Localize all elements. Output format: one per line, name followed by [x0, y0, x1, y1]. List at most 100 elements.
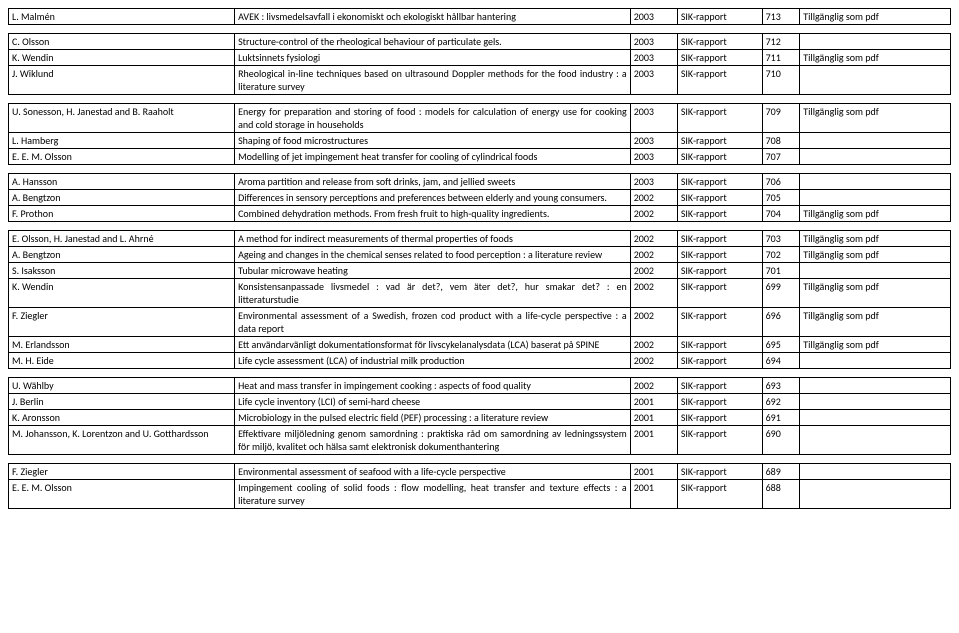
author-cell: F. Prothon	[9, 206, 235, 222]
year-cell: 2001	[630, 464, 677, 480]
year-cell: 2002	[630, 308, 677, 337]
spacer-row	[9, 369, 951, 378]
author-cell: E. E. M. Olsson	[9, 149, 235, 165]
title-cell: Effektivare miljöledning genom samordnin…	[235, 426, 631, 455]
table-row: U. WählbyHeat and mass transfer in impin…	[9, 378, 951, 394]
title-cell: Tubular microwave heating	[235, 263, 631, 279]
table-row: A. BengtzonAgeing and changes in the che…	[9, 247, 951, 263]
spacer-row	[9, 455, 951, 464]
year-cell: 2003	[630, 174, 677, 190]
title-cell: Life cycle assessment (LCA) of industria…	[235, 353, 631, 369]
year-cell: 2003	[630, 66, 677, 95]
num-cell: 712	[762, 34, 800, 50]
year-cell: 2002	[630, 190, 677, 206]
title-cell: Microbiology in the pulsed electric fiel…	[235, 410, 631, 426]
author-cell: A. Hansson	[9, 174, 235, 190]
title-cell: Rheological in-line techniques based on …	[235, 66, 631, 95]
table-row: L. MalménAVEK : livsmedelsavfall i ekono…	[9, 9, 951, 25]
title-cell: Heat and mass transfer in impingement co…	[235, 378, 631, 394]
series-cell: SIK-rapport	[677, 480, 762, 509]
avail-cell: Tillgänglig som pdf	[800, 279, 951, 308]
series-cell: SIK-rapport	[677, 206, 762, 222]
avail-cell: Tillgänglig som pdf	[800, 104, 951, 133]
series-cell: SIK-rapport	[677, 133, 762, 149]
series-cell: SIK-rapport	[677, 353, 762, 369]
table-row: L. HambergShaping of food microstructure…	[9, 133, 951, 149]
year-cell: 2002	[630, 206, 677, 222]
table-row: E. E. M. OlssonImpingement cooling of so…	[9, 480, 951, 509]
title-cell: Shaping of food microstructures	[235, 133, 631, 149]
year-cell: 2002	[630, 353, 677, 369]
title-cell: Environmental assessment of a Swedish, f…	[235, 308, 631, 337]
table-row: K. AronssonMicrobiology in the pulsed el…	[9, 410, 951, 426]
avail-cell	[800, 34, 951, 50]
year-cell: 2002	[630, 231, 677, 247]
num-cell: 689	[762, 464, 800, 480]
avail-cell	[800, 378, 951, 394]
avail-cell	[800, 353, 951, 369]
series-cell: SIK-rapport	[677, 464, 762, 480]
title-cell: AVEK : livsmedelsavfall i ekonomiskt och…	[235, 9, 631, 25]
author-cell: J. Berlin	[9, 394, 235, 410]
title-cell: Environmental assessment of seafood with…	[235, 464, 631, 480]
author-cell: K. Wendin	[9, 279, 235, 308]
avail-cell	[800, 480, 951, 509]
table-row: J. BerlinLife cycle inventory (LCI) of s…	[9, 394, 951, 410]
num-cell: 688	[762, 480, 800, 509]
avail-cell	[800, 263, 951, 279]
title-cell: Aroma partition and release from soft dr…	[235, 174, 631, 190]
title-cell: Structure-control of the rheological beh…	[235, 34, 631, 50]
table-row: E. E. M. OlssonModelling of jet impingem…	[9, 149, 951, 165]
avail-cell: Tillgänglig som pdf	[800, 247, 951, 263]
title-cell: Energy for preparation and storing of fo…	[235, 104, 631, 133]
author-cell: F. Ziegler	[9, 464, 235, 480]
avail-cell	[800, 426, 951, 455]
year-cell: 2003	[630, 104, 677, 133]
spacer-row	[9, 165, 951, 174]
table-row: A. BengtzonDifferences in sensory percep…	[9, 190, 951, 206]
avail-cell: Tillgänglig som pdf	[800, 9, 951, 25]
table-row: M. ErlandssonEtt användarvänligt dokumen…	[9, 337, 951, 353]
series-cell: SIK-rapport	[677, 231, 762, 247]
author-cell: L. Hamberg	[9, 133, 235, 149]
year-cell: 2003	[630, 34, 677, 50]
avail-cell	[800, 133, 951, 149]
avail-cell	[800, 174, 951, 190]
year-cell: 2002	[630, 378, 677, 394]
avail-cell	[800, 394, 951, 410]
series-cell: SIK-rapport	[677, 66, 762, 95]
title-cell: Ageing and changes in the chemical sense…	[235, 247, 631, 263]
title-cell: A method for indirect measurements of th…	[235, 231, 631, 247]
series-cell: SIK-rapport	[677, 247, 762, 263]
series-cell: SIK-rapport	[677, 378, 762, 394]
table-row: F. ZieglerEnvironmental assessment of se…	[9, 464, 951, 480]
series-cell: SIK-rapport	[677, 394, 762, 410]
num-cell: 696	[762, 308, 800, 337]
table-row: M. H. EideLife cycle assessment (LCA) of…	[9, 353, 951, 369]
series-cell: SIK-rapport	[677, 34, 762, 50]
avail-cell: Tillgänglig som pdf	[800, 308, 951, 337]
year-cell: 2001	[630, 410, 677, 426]
series-cell: SIK-rapport	[677, 308, 762, 337]
author-cell: K. Wendin	[9, 50, 235, 66]
num-cell: 690	[762, 426, 800, 455]
series-cell: SIK-rapport	[677, 279, 762, 308]
series-cell: SIK-rapport	[677, 174, 762, 190]
num-cell: 708	[762, 133, 800, 149]
author-cell: A. Bengtzon	[9, 190, 235, 206]
title-cell: Differences in sensory perceptions and p…	[235, 190, 631, 206]
spacer-row	[9, 222, 951, 231]
table-row: F. ZieglerEnvironmental assessment of a …	[9, 308, 951, 337]
num-cell: 699	[762, 279, 800, 308]
year-cell: 2002	[630, 337, 677, 353]
table-row: F. ProthonCombined dehydration methods. …	[9, 206, 951, 222]
num-cell: 702	[762, 247, 800, 263]
num-cell: 709	[762, 104, 800, 133]
author-cell: M. H. Eide	[9, 353, 235, 369]
avail-cell: Tillgänglig som pdf	[800, 231, 951, 247]
year-cell: 2003	[630, 9, 677, 25]
title-cell: Konsistensanpassade livsmedel : vad är d…	[235, 279, 631, 308]
table-row: U. Sonesson, H. Janestad and B. RaaholtE…	[9, 104, 951, 133]
year-cell: 2003	[630, 50, 677, 66]
author-cell: K. Aronsson	[9, 410, 235, 426]
